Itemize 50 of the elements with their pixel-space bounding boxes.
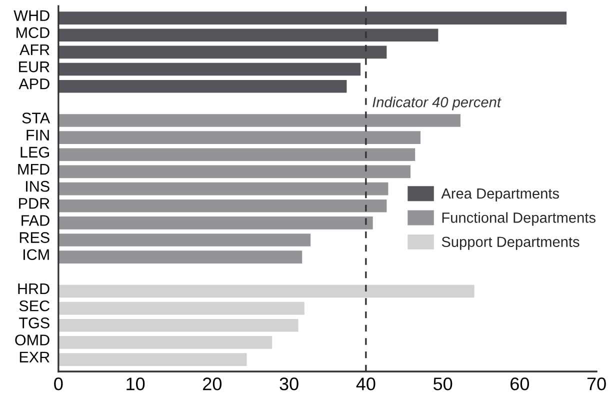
bar <box>58 302 304 315</box>
bar <box>58 165 411 178</box>
y-tick-label: TGS <box>19 318 50 328</box>
bar <box>58 182 388 196</box>
bar <box>58 353 247 366</box>
bar <box>58 28 438 42</box>
y-tick-label: EUR <box>19 62 50 72</box>
legend-label: Area Departments <box>441 188 560 202</box>
y-tick-label: PDR <box>19 198 50 209</box>
y-tick-label: ICM <box>24 249 49 260</box>
x-tick-label: 10 <box>126 378 145 390</box>
y-tick-label: RES <box>20 232 50 243</box>
ref-line-label: Indicator 40 percent <box>372 96 502 110</box>
legend-label: Functional Departments <box>442 212 596 226</box>
y-tick-label: STA <box>22 112 50 124</box>
y-tick-label: OMD <box>15 334 50 346</box>
x-tick-label: 60 <box>510 378 530 390</box>
y-tick-label: APD <box>18 78 50 90</box>
y-tick-label: EXR <box>20 352 50 362</box>
x-tick-label: 20 <box>203 378 222 390</box>
bar <box>58 46 387 59</box>
y-tick-label: HRD <box>18 284 50 294</box>
bar <box>58 80 347 93</box>
x-tick-label: 70 <box>587 378 606 390</box>
bar <box>58 284 474 298</box>
x-tick-label: 50 <box>433 378 452 390</box>
y-tick-label: AFR <box>20 44 50 55</box>
bar <box>58 250 302 264</box>
bar <box>58 12 567 24</box>
bar <box>58 199 387 212</box>
y-tick-label: SEC <box>19 300 50 312</box>
y-tick-label: WHD <box>14 10 50 21</box>
y-tick-label: FIN <box>26 130 49 140</box>
y-tick-label: INS <box>26 180 50 192</box>
bar <box>58 114 460 127</box>
y-tick-label: MFD <box>18 164 50 175</box>
bar <box>58 148 416 162</box>
bar <box>58 234 311 246</box>
bar <box>58 131 421 144</box>
y-tick-label: LEG <box>20 146 49 158</box>
bar <box>58 318 298 332</box>
x-tick-label: 0 <box>54 378 63 390</box>
y-tick-label: MCD <box>16 27 50 38</box>
legend-label: Support Departments <box>442 236 580 250</box>
bar <box>58 336 272 349</box>
x-tick-label: 40 <box>356 378 376 390</box>
y-tick-label: FAD <box>22 215 50 226</box>
bar <box>58 62 361 76</box>
bar <box>58 216 373 230</box>
x-tick-label: 30 <box>280 378 298 390</box>
